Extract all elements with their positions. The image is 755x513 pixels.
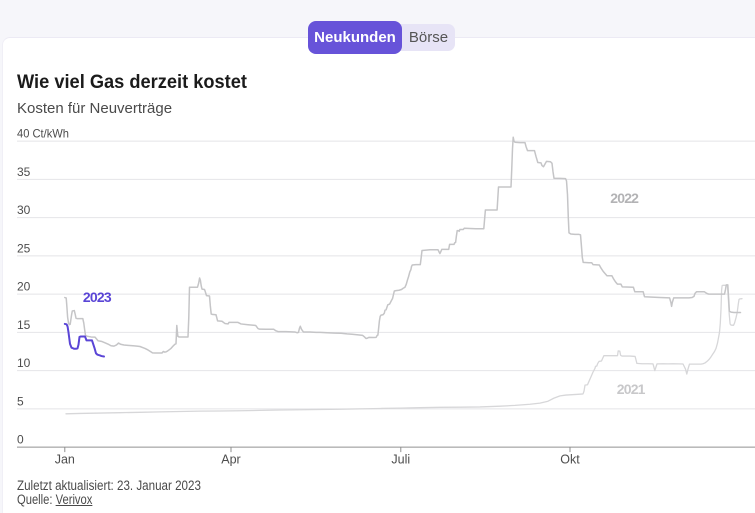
svg-text:Okt: Okt <box>560 453 580 467</box>
svg-text:5: 5 <box>17 394 24 408</box>
svg-text:2023: 2023 <box>83 289 112 305</box>
svg-text:0: 0 <box>17 433 24 447</box>
svg-text:Jan: Jan <box>55 453 75 467</box>
svg-text:35: 35 <box>17 165 31 179</box>
svg-text:40 Ct/kWh: 40 Ct/kWh <box>17 127 69 141</box>
svg-text:10: 10 <box>17 356 31 370</box>
svg-text:15: 15 <box>17 318 31 332</box>
svg-text:2022: 2022 <box>610 190 639 206</box>
svg-text:Apr: Apr <box>221 453 240 467</box>
svg-text:Juli: Juli <box>391 453 410 467</box>
svg-text:25: 25 <box>17 241 31 255</box>
svg-text:20: 20 <box>17 280 31 294</box>
svg-text:30: 30 <box>17 203 31 217</box>
svg-text:2021: 2021 <box>617 381 646 397</box>
